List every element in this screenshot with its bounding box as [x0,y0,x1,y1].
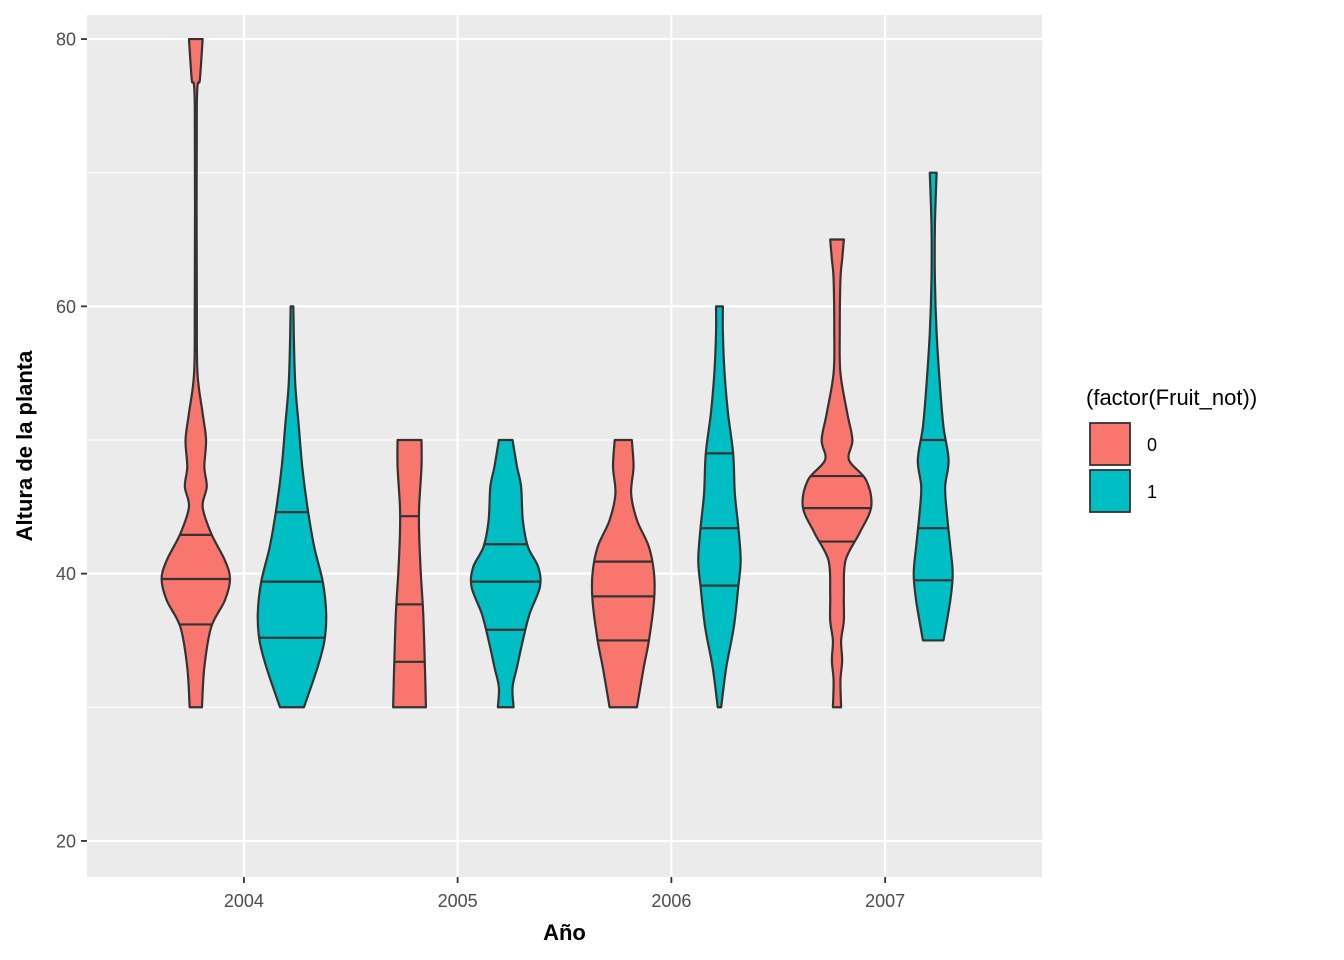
violin-2006-0 [590,438,656,709]
violin-body [801,238,873,709]
violin-2004-1 [256,305,328,709]
x-tick-label: 2004 [224,891,264,911]
grid-major [87,15,1042,877]
grid-minor [87,172,1042,708]
violin-body [392,438,428,709]
violin-body [697,305,742,709]
x-tick-label: 2007 [865,891,905,911]
violin-body [160,37,232,709]
violin-2005-1 [469,438,542,709]
y-tick-label: 40 [56,564,76,584]
y-tick-label: 80 [56,30,76,50]
violin-2007-1 [912,171,954,642]
x-axis-title: Año [543,920,586,945]
y-tick-label: 60 [56,297,76,317]
y-axis: 20 40 60 80 [56,30,87,851]
x-tick-label: 2006 [651,891,691,911]
violin-2005-0 [392,438,428,709]
violin-2006-1 [697,305,742,709]
x-tick-label: 2005 [438,891,478,911]
violin-2004-0 [160,37,232,709]
y-tick-label: 20 [56,831,76,851]
violin-body [912,171,954,642]
legend-title: (factor(Fruit_not)) [1086,385,1257,410]
violins [160,37,954,709]
violin-2007-0 [801,238,873,709]
violin-body [256,305,328,709]
violin-body [469,438,542,709]
legend-label-1: 1 [1147,482,1157,502]
legend-key-1 [1089,469,1131,513]
legend-label-0: 0 [1147,435,1157,455]
legend: (factor(Fruit_not)) 0 1 [1086,385,1257,513]
legend-key-0 [1089,422,1131,466]
plot-panel [87,15,1042,877]
y-axis-title: Altura de la planta [12,350,37,541]
x-axis: 2004 2005 2006 2007 [224,877,905,911]
